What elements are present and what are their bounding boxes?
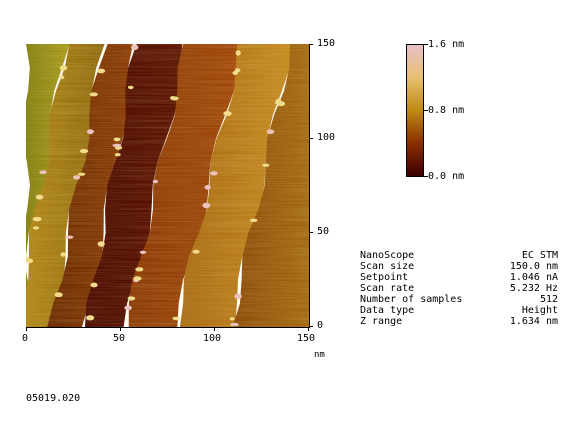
param-value: 512 [539, 294, 558, 305]
scan-line-noise [26, 44, 309, 327]
y-axis-line [309, 44, 310, 328]
param-key: Z range [360, 316, 403, 327]
x-tick-label: 50 [113, 333, 126, 344]
adatom [152, 179, 159, 184]
adatom [35, 194, 44, 200]
param-value: 150.0 nm [509, 261, 558, 272]
adatom-layer [26, 44, 286, 327]
adatom [262, 163, 270, 167]
param-row: Z range 1.634 nm [360, 316, 560, 327]
colorbar-tick [424, 176, 428, 177]
adatom [210, 171, 218, 176]
adatom [59, 65, 68, 71]
param-row: Scan rate 5.232 Hz [360, 283, 560, 294]
colorbar-max-label: 1.6 nm [428, 39, 465, 50]
colorbar-tick [424, 110, 428, 111]
adatom [59, 75, 65, 80]
adatom [230, 322, 239, 327]
adatom [60, 252, 67, 257]
x-tick [214, 327, 215, 331]
adatom [79, 148, 89, 154]
adatom [26, 258, 34, 264]
adatom [232, 70, 238, 75]
param-key: Scan rate [360, 283, 415, 294]
adatom [64, 235, 74, 239]
adatom [89, 92, 98, 97]
adatom [235, 50, 241, 56]
x-axis-unit: nm [314, 350, 325, 360]
height-colorbar [406, 44, 424, 177]
param-key: Setpoint [360, 272, 409, 283]
adatom [32, 226, 40, 230]
adatom [127, 85, 134, 90]
y-tick [309, 44, 313, 45]
adatom [229, 317, 235, 321]
adatom [85, 315, 95, 321]
adatom [266, 129, 275, 135]
y-tick [309, 138, 313, 139]
adatom [39, 170, 47, 175]
adatom [97, 241, 105, 247]
adatom [77, 172, 86, 176]
y-tick [309, 232, 313, 233]
colorbar-tick [424, 44, 428, 45]
adatom [249, 218, 258, 223]
adatom [170, 96, 176, 100]
adatom [172, 316, 181, 321]
x-tick-label: 0 [22, 333, 29, 344]
x-tick-label: 150 [297, 333, 316, 344]
stm-height-image [26, 44, 309, 327]
y-tick-label: 100 [317, 132, 336, 143]
adatom [192, 249, 200, 254]
y-tick-label: 0 [317, 320, 324, 331]
adatom [112, 143, 122, 148]
adatom [135, 267, 144, 272]
adatom [86, 129, 94, 135]
param-key: Number of samples [360, 294, 463, 305]
x-axis-line [26, 327, 309, 328]
adatom [130, 44, 139, 50]
adatom [54, 292, 63, 298]
colorbar-min-label: 0.0 nm [428, 171, 465, 182]
adatom [202, 202, 211, 209]
adatom [139, 250, 147, 255]
adatom [127, 296, 136, 301]
adatom [97, 68, 106, 74]
param-value: 1.046 nA [509, 272, 558, 283]
y-tick-label: 150 [317, 38, 336, 49]
param-value: 1.634 nm [509, 316, 558, 327]
param-key: Scan size [360, 261, 415, 272]
colorbar-mid-label: 0.8 nm [428, 105, 465, 116]
adatom [114, 153, 121, 157]
x-tick-label: 100 [203, 333, 222, 344]
param-row: Scan size 150.0 nm [360, 261, 560, 272]
adatom [32, 216, 42, 222]
param-value: 5.232 Hz [509, 283, 558, 294]
y-tick-label: 50 [317, 226, 330, 237]
param-row: Setpoint 1.046 nA [360, 272, 560, 283]
adatom [204, 184, 211, 190]
adatom [90, 282, 98, 288]
x-tick [308, 327, 309, 331]
adatom [113, 137, 121, 142]
adatom [223, 111, 232, 117]
file-id: 05019.020 [26, 393, 81, 404]
adatom [124, 305, 132, 311]
x-tick [120, 327, 121, 331]
y-tick [309, 326, 313, 327]
param-key: NanoScope [360, 250, 415, 261]
param-row: NanoScope EC STM [360, 250, 560, 261]
param-row: Data type Height [360, 305, 560, 316]
param-value: EC STM [521, 250, 558, 261]
adatom [234, 293, 242, 300]
param-row: Number of samples 512 [360, 294, 560, 305]
x-tick [26, 327, 27, 331]
param-value: Height [521, 305, 558, 316]
param-key: Data type [360, 305, 415, 316]
adatom [275, 98, 282, 104]
adatom [133, 276, 142, 281]
adatom [72, 175, 81, 180]
